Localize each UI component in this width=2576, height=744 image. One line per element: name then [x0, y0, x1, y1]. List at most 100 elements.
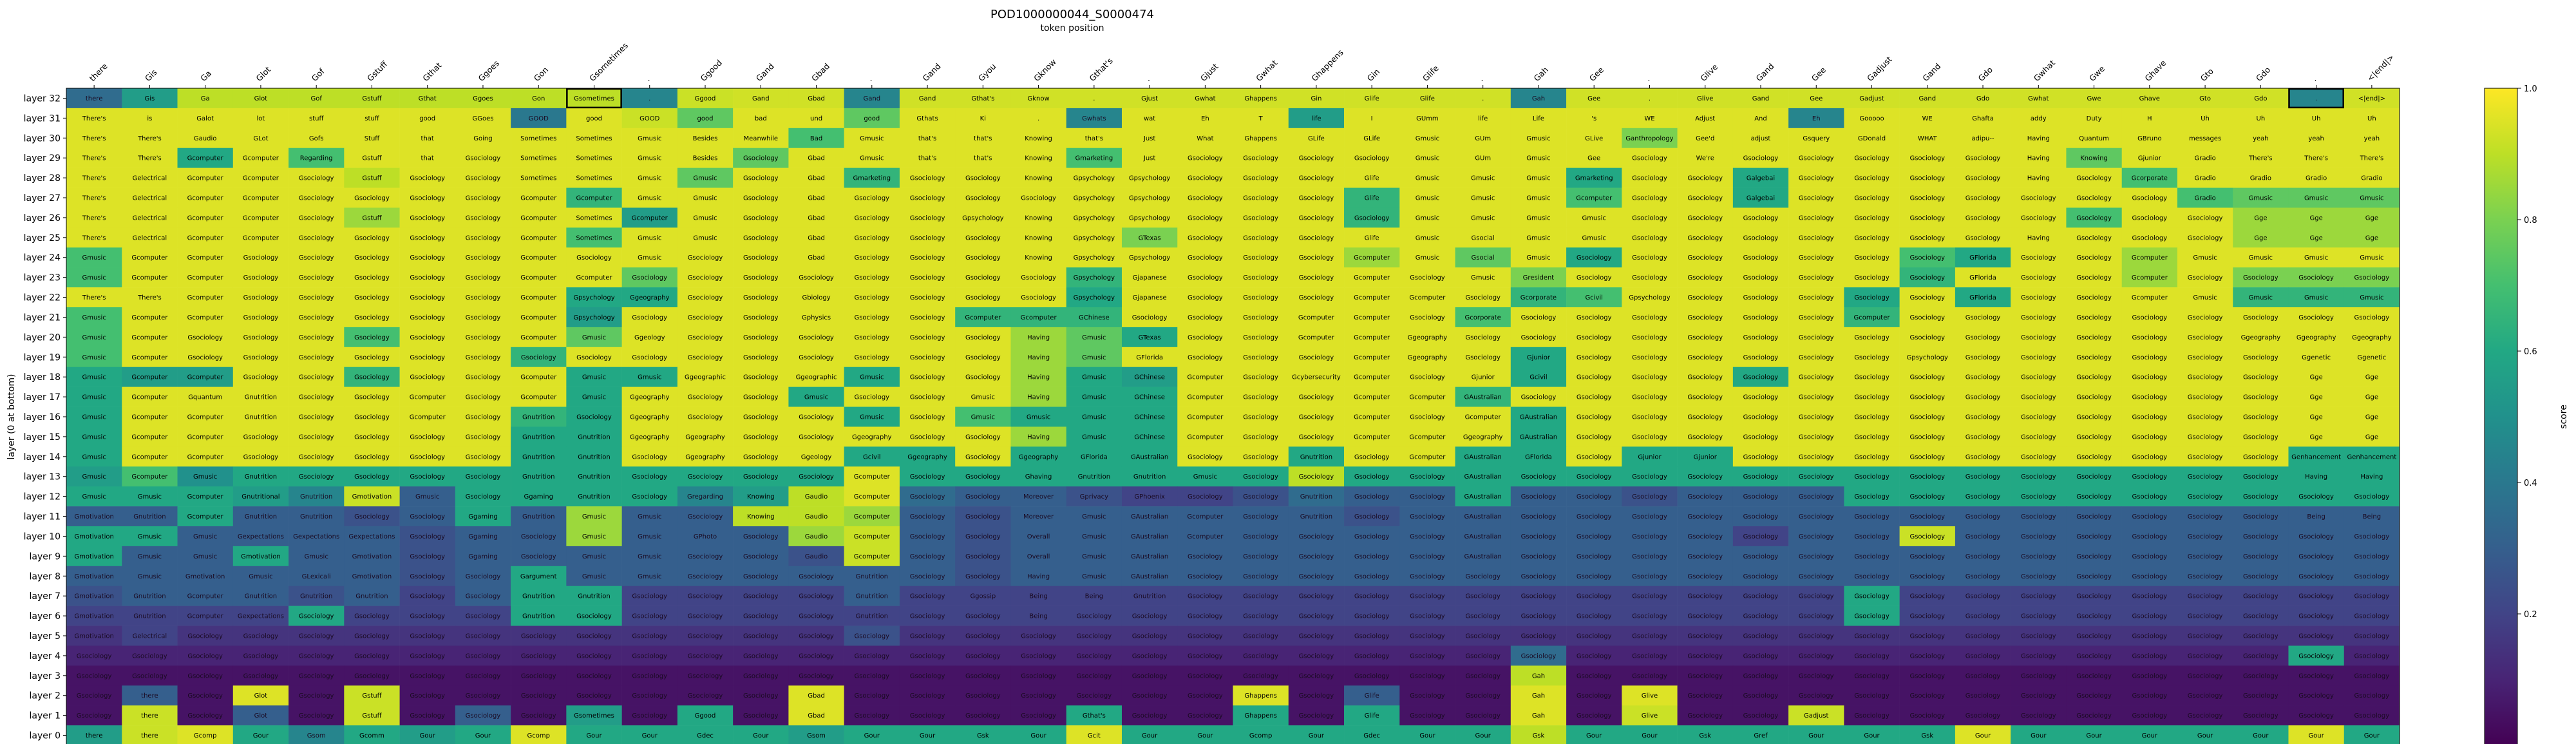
y-tick-label: layer 11	[24, 512, 61, 522]
cell-label: Gsociology	[910, 234, 945, 242]
heatmap-cell	[1010, 128, 1067, 149]
cell-label: Sometimes	[576, 175, 612, 182]
cell-label: Gcomputer	[1354, 354, 1390, 361]
cell-label: Gsociology	[243, 453, 279, 461]
heatmap-cell	[899, 267, 956, 288]
cell-label: Quantum	[2079, 135, 2109, 142]
cell-label: Gcomputer	[1187, 513, 1224, 520]
cell-label: Gsociology	[2076, 593, 2112, 600]
heatmap-cell	[844, 267, 900, 288]
heatmap-cell	[955, 287, 1011, 308]
cell-label: Gsociology	[410, 354, 445, 361]
heatmap-cell	[899, 665, 956, 686]
heatmap-cell	[122, 287, 178, 308]
heatmap-cell	[2344, 466, 2400, 487]
cell-label: Gpsychology	[962, 215, 1003, 222]
cell-label: Gsociology	[1799, 334, 1834, 341]
x-axis-label: token position	[1040, 23, 1104, 33]
cell-label: Gsociology	[2243, 473, 2278, 481]
heatmap-cell	[2011, 426, 2067, 447]
cell-label: Gsociology	[2132, 672, 2168, 680]
cell-label: Gmusic	[82, 394, 106, 401]
heatmap-cell	[1455, 327, 1511, 348]
heatmap-cell	[122, 247, 178, 268]
heatmap-cell	[2066, 665, 2122, 686]
cell-label: Gthats	[916, 115, 938, 122]
cell-label: GAustralian	[1464, 493, 1502, 501]
cell-label: Gsociology	[2188, 394, 2223, 401]
heatmap-cell	[2011, 227, 2067, 248]
cell-label: Gsociology	[1354, 593, 1390, 600]
heatmap-cell	[122, 88, 178, 109]
heatmap-cell	[2233, 466, 2289, 487]
cell-label: Gcomputer	[243, 175, 279, 182]
heatmap-cell	[1288, 446, 1345, 467]
heatmap-cell	[1622, 586, 1678, 606]
heatmap-cell	[511, 167, 567, 188]
heatmap-cell	[1066, 227, 1122, 248]
heatmap-cell	[733, 705, 789, 726]
heatmap-cell	[1455, 307, 1511, 328]
cell-label: Gnutrition	[245, 593, 277, 600]
heatmap-cell	[677, 227, 734, 248]
heatmap-cell	[955, 347, 1011, 368]
heatmap-cell	[122, 625, 178, 646]
heatmap-cell	[621, 586, 678, 606]
heatmap-cell	[66, 187, 122, 208]
heatmap-cell	[1510, 586, 1567, 606]
cell-label: Gmusic	[638, 533, 661, 540]
heatmap-cell	[2177, 247, 2233, 268]
cell-label: Ghappens	[1244, 692, 1277, 700]
cell-label: Glive	[1697, 95, 1713, 102]
heatmap-cell	[1566, 426, 1622, 447]
cell-label: Sometimes	[576, 155, 612, 162]
cell-label: Gmusic	[582, 573, 606, 580]
cell-label: Gradio	[2194, 195, 2215, 202]
heatmap-cell	[677, 148, 734, 168]
cell-label: Gsociology	[1077, 633, 1112, 640]
heatmap-cell	[2121, 88, 2178, 109]
heatmap-cell	[621, 267, 678, 288]
cell-label: Ganthropology	[1625, 135, 1673, 142]
heatmap-cell	[1121, 307, 1178, 328]
heatmap-cell	[2011, 645, 2067, 666]
heatmap-cell	[1121, 665, 1178, 686]
cell-label: Gsociology	[354, 334, 390, 341]
cell-label: Gsometimes	[574, 712, 614, 720]
heatmap-cell	[733, 207, 789, 228]
cell-label: Glive	[1642, 692, 1658, 700]
heatmap-cell	[2344, 227, 2400, 248]
cell-label: Gcomputer	[854, 513, 891, 520]
x-tick-label: Gwhat	[1254, 58, 1279, 83]
cell-label: Having	[1027, 394, 1050, 401]
heatmap-cell	[1177, 267, 1233, 288]
cell-label: Gsociology	[965, 493, 1001, 501]
heatmap-cell	[844, 526, 900, 547]
cell-label: Gsociology	[354, 294, 390, 301]
heatmap-cell	[122, 685, 178, 706]
heatmap-cell	[2121, 148, 2178, 168]
heatmap-cell	[788, 665, 844, 686]
heatmap-cell	[2288, 88, 2345, 109]
cell-label: Glife	[1365, 195, 1379, 202]
heatmap-cell	[1844, 167, 1900, 188]
heatmap-cell	[122, 586, 178, 606]
cell-label: Gsociology	[2021, 633, 2056, 640]
y-tick-label: layer 6	[30, 611, 61, 622]
y-tick-label: layer 14	[24, 452, 61, 463]
heatmap-cell	[1233, 347, 1289, 368]
cell-label: Gcomputer	[1187, 434, 1224, 441]
heatmap-cell	[1344, 128, 1400, 149]
cell-label: Gsociology	[1632, 234, 1667, 242]
cell-label: Gmusic	[804, 394, 828, 401]
heatmap-cell	[1955, 566, 2011, 587]
cell-label: GAustralian	[1464, 394, 1502, 401]
cell-label: Gsociology	[1299, 394, 1334, 401]
cell-label: Gcomputer	[1354, 334, 1390, 341]
heatmap-cell	[177, 426, 234, 447]
cell-label: Gcomputer	[1021, 314, 1057, 321]
heatmap-cell	[1177, 108, 1233, 129]
heatmap-cell	[1732, 347, 1789, 368]
cell-label: Gsociology	[1687, 234, 1723, 242]
cell-label: Gsociology	[1577, 394, 1612, 401]
